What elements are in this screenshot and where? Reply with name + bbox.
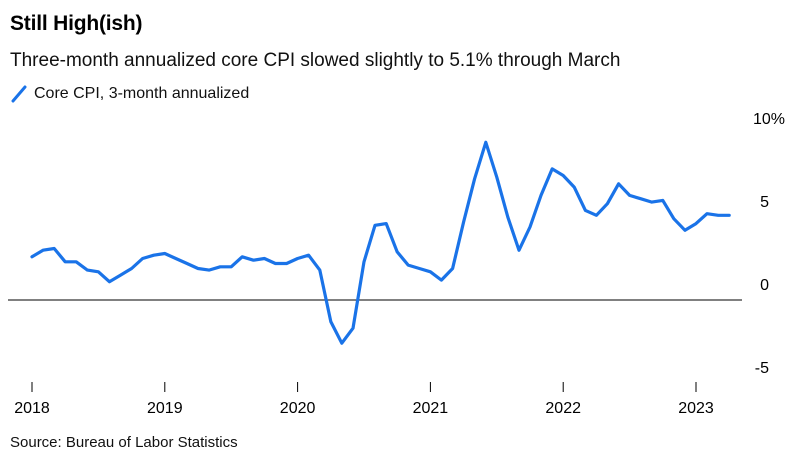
y-tick-label: 10% [753,111,785,128]
x-tick-label: 2023 [678,400,714,417]
y-tick-label: 0 [760,277,769,294]
x-tick-label: 2020 [280,400,316,417]
chart-title: Still High(ish) [10,12,143,35]
legend-label: Core CPI, 3-month annualized [34,85,250,102]
x-tick-label: 2019 [147,400,183,417]
legend: Core CPI, 3-month annualized [10,85,249,103]
x-tick-label: 2021 [413,400,449,417]
x-tick-label: 2022 [545,400,581,417]
y-tick-label: 5 [760,194,769,211]
x-tick-label: 2018 [14,400,50,417]
y-tick-label: -5 [755,360,769,377]
source-note: Source: Bureau of Labor Statistics [10,434,238,451]
legend-line-icon [11,85,27,103]
chart-subtitle: Three-month annualized core CPI slowed s… [10,50,621,71]
series-line-core-cpi [30,140,731,345]
